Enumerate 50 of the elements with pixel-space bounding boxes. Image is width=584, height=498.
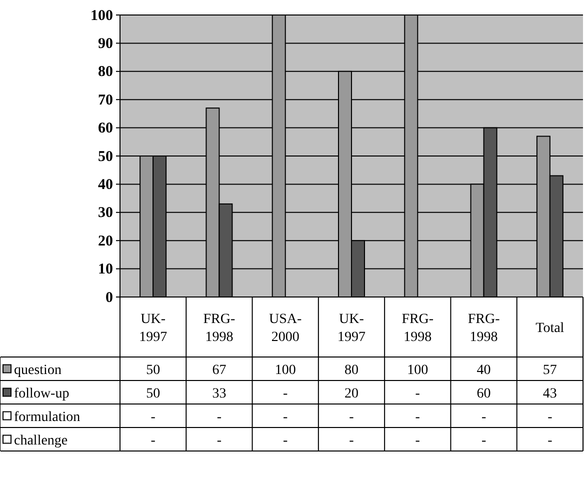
y-tick-label: 80 [98, 64, 113, 80]
x-tick-label: USA-2000 [269, 312, 302, 345]
y-tick-label: 90 [98, 36, 113, 52]
x-tick-label: FRG-1998 [402, 312, 434, 345]
data-label: 100 [407, 362, 428, 378]
y-tick-label: 20 [98, 233, 113, 250]
x-tick-label: FRG-1998 [468, 312, 500, 345]
text: - [481, 433, 486, 448]
text: - [548, 410, 552, 425]
text: - [415, 433, 420, 448]
data-label: 33 [212, 386, 226, 402]
y-tick-label: 30 [98, 205, 113, 222]
legend-label: formulation [14, 410, 80, 425]
x-tick-label: UK-1997 [139, 312, 168, 345]
data-label: 80 [344, 362, 358, 378]
data-label: 50 [146, 362, 160, 378]
text: - [415, 386, 420, 402]
data-label: 100 [274, 362, 296, 378]
y-tick-label: 0 [106, 290, 113, 306]
text: - [216, 410, 222, 425]
data-label: 40 [476, 362, 491, 378]
y-tick-label: 40 [98, 177, 113, 193]
text: - [349, 410, 354, 425]
text: - [349, 433, 354, 448]
y-tick-label: 70 [98, 92, 113, 108]
data-label: 50 [146, 386, 160, 402]
y-tick-label: 10 [98, 262, 113, 278]
text: - [481, 410, 486, 425]
text: - [216, 433, 222, 448]
x-tick-label: UK-1997 [338, 312, 366, 345]
y-tick-label: 50 [98, 148, 113, 165]
legend-label: challenge [14, 433, 68, 448]
data-label: 67 [212, 362, 226, 378]
x-tick-label: FRG-1998 [203, 312, 236, 345]
text: - [283, 386, 288, 402]
data-label: 20 [344, 386, 358, 402]
text: - [415, 410, 420, 425]
text: - [150, 410, 156, 425]
text: - [283, 410, 288, 425]
text: - [283, 433, 288, 448]
text: - [548, 433, 552, 448]
y-tick-label: 100 [90, 8, 113, 24]
legend-label: follow-up [14, 386, 70, 402]
data-label: 60 [476, 386, 491, 402]
text: - [150, 433, 156, 448]
legend-label: question [14, 362, 62, 378]
data-label: 57 [542, 362, 557, 378]
y-tick-label: 60 [98, 120, 113, 137]
data-label: 43 [542, 386, 557, 402]
x-tick-label: Total [536, 321, 564, 336]
